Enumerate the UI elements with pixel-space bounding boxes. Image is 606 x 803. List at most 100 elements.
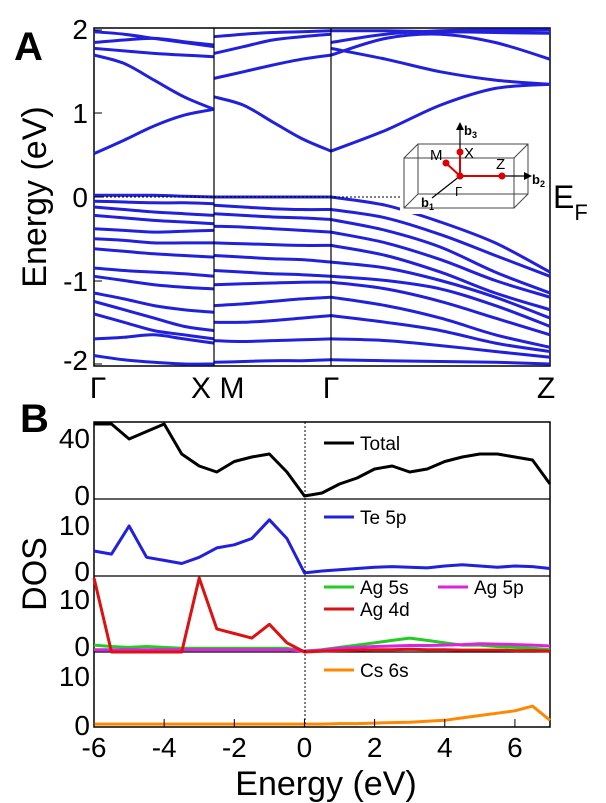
band-line-m--15 bbox=[213, 358, 332, 364]
band-line--z-5 bbox=[330, 195, 551, 274]
dos-plot: 40 0 10 0 10 0 10 0 DOS -6 -4 -2 0 2 4 6 Energ… bbox=[16, 421, 552, 803]
band-line--z-16 bbox=[330, 358, 551, 366]
dos-ytick-label: 10 bbox=[59, 510, 90, 541]
band-line-m--10 bbox=[213, 269, 332, 278]
band-line-m--3 bbox=[213, 95, 332, 153]
svg-text:Γ: Γ bbox=[455, 184, 462, 199]
kpoint-label-gamma: Γ bbox=[323, 372, 340, 405]
band-line--z-13 bbox=[330, 295, 551, 349]
dos-ytick-label: 0 bbox=[74, 710, 90, 741]
svg-text:Z: Z bbox=[496, 156, 505, 173]
band-y-ticks: 2 1 0 -1 -2 bbox=[63, 14, 102, 376]
band-line--z-4 bbox=[330, 46, 551, 86]
dos-lines bbox=[92, 422, 552, 726]
band-line--z-11 bbox=[330, 274, 551, 328]
band-line--x-8 bbox=[93, 213, 215, 226]
band-line--x-5 bbox=[94, 193, 215, 199]
band-line--z-15 bbox=[330, 337, 551, 359]
band-line-m--11 bbox=[213, 280, 332, 287]
band-ytick-label: 1 bbox=[72, 98, 88, 129]
dos-ytick-label: 10 bbox=[59, 661, 90, 692]
dos-xtick-label: 0 bbox=[297, 732, 313, 763]
kpoint-labels: Γ X M Γ Z bbox=[90, 372, 555, 405]
svg-text:b3: b3 bbox=[464, 123, 477, 140]
band-line--x-7 bbox=[93, 205, 215, 217]
svg-text:b2: b2 bbox=[532, 172, 545, 189]
panel-a-label: A bbox=[14, 25, 43, 69]
band-line-m--6 bbox=[213, 212, 332, 221]
band-lines bbox=[93, 28, 551, 366]
band-line--x-16 bbox=[93, 312, 215, 341]
band-line--x-18 bbox=[93, 354, 215, 366]
legend-ag4d: Ag 4d bbox=[360, 600, 410, 621]
dos-x-axis-label: Energy (eV) bbox=[235, 765, 416, 803]
band-line--x-14 bbox=[93, 291, 215, 314]
legend-te5p: Te 5p bbox=[360, 508, 406, 529]
band-line--z-14 bbox=[330, 314, 551, 353]
band-line-m--9 bbox=[213, 254, 332, 264]
band-line--x-4 bbox=[93, 107, 215, 155]
dos-xtick-label: -6 bbox=[82, 732, 107, 763]
kpoint-label-gamma: Γ bbox=[90, 372, 107, 405]
band-line--z-3 bbox=[330, 82, 551, 153]
band-line-m--12 bbox=[213, 295, 332, 308]
dos-y-axis-label: DOS bbox=[16, 537, 54, 611]
dos-xtick-label: -4 bbox=[152, 732, 177, 763]
dos-xtick-label: 6 bbox=[507, 732, 523, 763]
band-line--x-17 bbox=[93, 333, 215, 345]
dos-xtick-label: 4 bbox=[437, 732, 453, 763]
band-line-m--13 bbox=[213, 314, 332, 324]
legend-total: Total bbox=[360, 434, 400, 455]
band-ytick-label: 2 bbox=[72, 14, 88, 45]
band-line-m--8 bbox=[213, 241, 332, 247]
dos-x-ticks: -6 -4 -2 0 2 4 6 bbox=[82, 719, 523, 763]
dos-line-te-5p bbox=[93, 518, 551, 575]
legend-ag5s: Ag 5s bbox=[360, 578, 409, 599]
band-line--x-15 bbox=[93, 299, 215, 333]
band-line--x-13 bbox=[93, 274, 215, 291]
dos-ytick-label: 0 bbox=[74, 480, 90, 511]
dos-xtick-label: -2 bbox=[222, 732, 247, 763]
dos-ytick-label: 0 bbox=[74, 631, 90, 662]
band-line--z-8 bbox=[330, 230, 551, 299]
band-line--z-6 bbox=[330, 208, 551, 278]
band-line-m--0 bbox=[213, 29, 332, 39]
band-line-m--7 bbox=[213, 224, 332, 234]
band-structure-plot: 2 1 0 -1 -2 Energy (eV) Γ X M Γ Z EF bbox=[16, 14, 588, 405]
fermi-label: EF bbox=[553, 179, 588, 225]
dos-legends: Total Te 5p Ag 5s Ag 5p Ag 4d Cs 6s bbox=[324, 434, 524, 682]
dos-xtick-label: 2 bbox=[367, 732, 383, 763]
brillouin-zone-inset: b3 b2 b1 M X Z Γ bbox=[400, 122, 548, 214]
dos-y-ticks: 40 0 10 0 10 0 10 0 bbox=[59, 423, 90, 741]
legend-ag5p: Ag 5p bbox=[474, 578, 524, 599]
band-line--z-9 bbox=[330, 243, 551, 312]
band-ytick-label: 0 bbox=[72, 182, 88, 213]
band-line-m--5 bbox=[213, 203, 332, 212]
dos-ytick-label: 10 bbox=[59, 584, 90, 615]
band-line--z-2 bbox=[330, 32, 551, 61]
svg-text:X: X bbox=[464, 145, 474, 162]
band-line--z-7 bbox=[330, 218, 551, 295]
kpoint-label-x: X bbox=[191, 372, 211, 405]
band-line-m--2 bbox=[213, 53, 332, 80]
dos-line-ag-4d bbox=[92, 576, 551, 654]
svg-text:b1: b1 bbox=[421, 195, 434, 212]
dos-line-cs-6s bbox=[94, 704, 551, 726]
band-line--x-11 bbox=[93, 247, 215, 259]
band-y-axis-label: Energy (eV) bbox=[16, 106, 54, 287]
panel-b-label: B bbox=[20, 397, 49, 441]
dos-ytick-label: 40 bbox=[59, 423, 90, 454]
band-line-m--1 bbox=[213, 32, 332, 55]
dos-plot-frame bbox=[93, 421, 551, 728]
legend-cs6s: Cs 6s bbox=[360, 661, 409, 682]
kpoint-label-m: M bbox=[220, 372, 245, 405]
band-ytick-label: -2 bbox=[63, 345, 88, 376]
band-line--x-3 bbox=[93, 53, 215, 111]
band-line--z-1 bbox=[330, 28, 551, 44]
band-ytick-label: -1 bbox=[63, 266, 88, 297]
band-line--x-2 bbox=[93, 46, 215, 59]
band-line--x-9 bbox=[93, 227, 215, 234]
svg-text:M: M bbox=[430, 147, 443, 164]
dos-ytick-label: 0 bbox=[74, 556, 90, 587]
